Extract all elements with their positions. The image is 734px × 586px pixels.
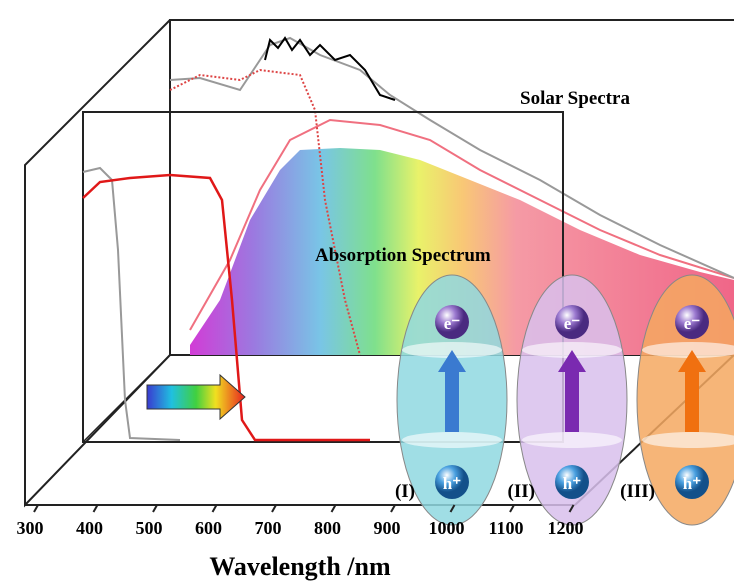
electron-label: e⁻ <box>444 314 461 333</box>
x-tick-label: 1100 <box>488 518 523 538</box>
tick <box>153 505 157 512</box>
solar-label: Solar Spectra <box>520 88 630 109</box>
arrow <box>147 375 245 419</box>
band <box>402 432 502 448</box>
tick <box>391 505 395 512</box>
solar-curve-black <box>265 38 395 100</box>
x-tick-label: 1200 <box>548 518 584 538</box>
x-tick-label: 600 <box>195 518 222 538</box>
figure: Solar Spectra Absorption Spectrum e⁻ h⁺ (I… <box>0 0 734 586</box>
electron-label: e⁻ <box>564 314 581 333</box>
tick <box>332 505 336 512</box>
tick <box>34 505 38 512</box>
hole-label: h⁺ <box>443 474 461 493</box>
x-axis-title: Wavelength /nm <box>209 552 391 581</box>
x-tick-label: 800 <box>314 518 341 538</box>
tick <box>510 505 514 512</box>
tick <box>213 505 217 512</box>
x-tick-label: 300 <box>17 518 44 538</box>
capsule-label: (II) <box>508 481 535 502</box>
x-tick-label: 900 <box>374 518 401 538</box>
tick <box>272 505 276 512</box>
electron-label: e⁻ <box>684 314 701 333</box>
hole-label: h⁺ <box>563 474 581 493</box>
capsule-label: (III) <box>620 481 655 502</box>
tick <box>94 505 98 512</box>
x-tick-label: 700 <box>255 518 282 538</box>
band <box>522 432 622 448</box>
x-tick-label: 500 <box>136 518 163 538</box>
absorption-label: Absorption Spectrum <box>315 245 491 266</box>
x-tick-label: 1000 <box>429 518 465 538</box>
x-tick-label: 400 <box>76 518 103 538</box>
capsule-label: (I) <box>395 481 415 502</box>
hole-label: h⁺ <box>683 474 701 493</box>
